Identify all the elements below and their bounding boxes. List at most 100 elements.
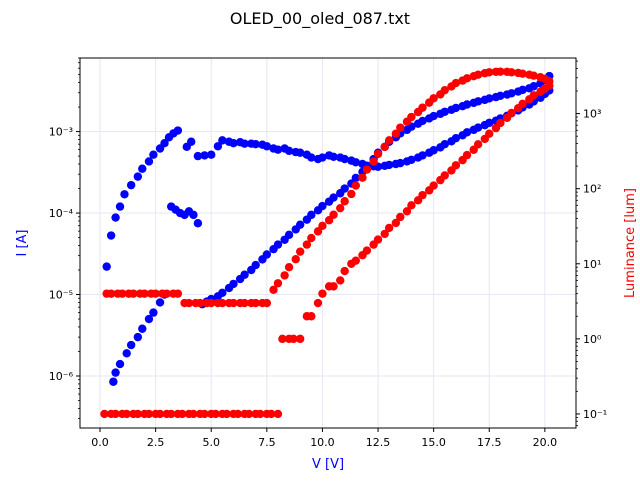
luminance-point [480, 69, 490, 78]
current-point [115, 202, 125, 211]
luminance-point [507, 108, 516, 118]
current-point [284, 146, 294, 156]
current-point [485, 118, 494, 128]
current-point [149, 308, 158, 317]
luminance-point [396, 212, 405, 222]
x-tick-label: 7.5 [258, 436, 276, 449]
luminance-point [284, 263, 294, 272]
current-point [193, 151, 203, 161]
current-point [115, 359, 125, 369]
current-point [120, 190, 129, 199]
current-point [280, 235, 289, 244]
current-point [229, 139, 238, 148]
x-tick-label: 10.0 [310, 436, 335, 449]
current-point [160, 139, 169, 148]
luminance-point [189, 409, 198, 419]
luminance-point [336, 203, 345, 213]
y-left-tick-label: 10⁻⁵ [49, 289, 73, 302]
current-point [166, 202, 176, 211]
luminance-point [135, 289, 145, 298]
x-tick-label: 5.0 [202, 436, 220, 449]
luminance-point [369, 157, 378, 166]
current-point [109, 377, 118, 386]
luminance-point [133, 409, 143, 419]
x-axis-label: V [V] [312, 457, 344, 472]
current-point [458, 101, 467, 111]
y-axis-right-label: Luminance [lum] [623, 188, 638, 298]
current-point [340, 154, 349, 164]
current-point [273, 145, 283, 154]
luminance-point [518, 99, 527, 109]
current-point [224, 283, 234, 293]
luminance-point [473, 140, 483, 149]
luminance-point [233, 409, 243, 419]
luminance-point [158, 289, 167, 298]
current-point [513, 87, 523, 96]
luminance-point [525, 70, 534, 79]
luminance-point [191, 298, 200, 308]
y-left-tick-label: 10⁻⁶ [49, 370, 74, 383]
luminance-point [273, 279, 283, 288]
luminance-point [513, 68, 523, 78]
luminance-point [258, 298, 267, 308]
luminance-point [340, 266, 349, 276]
y-right-tick-label: 10⁰ [583, 333, 602, 346]
luminance-point [113, 289, 123, 298]
luminance-point [440, 171, 449, 180]
current-point [447, 105, 456, 115]
current-point [502, 90, 512, 99]
luminance-point [144, 409, 154, 419]
luminance-point [358, 173, 367, 182]
current-point [313, 206, 323, 215]
y-right-tick-label: 10² [583, 183, 601, 196]
luminance-point [351, 256, 361, 265]
luminance-point [425, 98, 434, 107]
current-point [307, 153, 316, 162]
luminance-point [313, 298, 323, 308]
current-point [324, 197, 334, 206]
luminance-point [458, 76, 467, 85]
luminance-point [295, 247, 305, 256]
luminance-point [169, 289, 178, 298]
luminance-point [122, 409, 131, 419]
luminance-point [178, 409, 187, 419]
current-point [440, 139, 449, 149]
luminance-point [529, 91, 538, 100]
luminance-point [313, 227, 323, 236]
luminance-point [462, 150, 472, 160]
current-point [336, 189, 345, 198]
current-point [187, 137, 196, 146]
current-point [213, 142, 223, 151]
luminance-point [280, 271, 289, 280]
current-point [207, 150, 216, 159]
luminance-point [278, 334, 287, 344]
current-point [291, 225, 300, 234]
current-point [491, 92, 501, 102]
current-point [138, 324, 147, 333]
luminance-point [485, 129, 494, 138]
current-point [469, 98, 478, 108]
luminance-point [351, 181, 361, 190]
current-point [144, 314, 154, 324]
luminance-point [267, 409, 276, 419]
current-point [200, 151, 209, 160]
current-point [436, 109, 445, 119]
luminance-point [391, 218, 401, 228]
current-point [133, 172, 143, 181]
current-point [525, 84, 534, 93]
luminance-point [273, 409, 283, 419]
current-point [106, 231, 116, 240]
current-point [126, 340, 136, 350]
x-tick-label: 12.5 [366, 436, 391, 449]
y-left-tick-label: 10⁻⁴ [49, 207, 74, 220]
current-point [329, 152, 338, 162]
luminance-point [247, 298, 256, 308]
luminance-point [180, 298, 189, 308]
luminance-point [224, 298, 234, 308]
luminance-point [536, 73, 545, 82]
current-point [240, 139, 249, 148]
current-point [262, 142, 272, 151]
luminance-point [413, 107, 423, 117]
